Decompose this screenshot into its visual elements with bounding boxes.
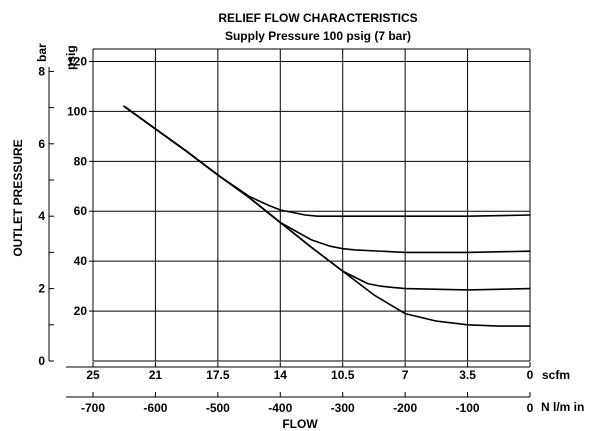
bar-tick-label: 2 xyxy=(38,282,45,296)
series-line-4 xyxy=(123,105,531,327)
series-line-2 xyxy=(123,105,531,254)
x-unit-nlm: N l/m in xyxy=(541,400,584,414)
bar-tick-label: 6 xyxy=(38,137,45,151)
psig-tick-label: 40 xyxy=(74,254,88,268)
x-axis-title: FLOW xyxy=(282,417,318,431)
series-curves xyxy=(123,105,531,327)
nlm-tick-label: -600 xyxy=(143,401,167,415)
scfm-tick-label: 25 xyxy=(86,368,100,382)
nlm-tick-label: -100 xyxy=(456,401,480,415)
scfm-tick-label: 17.5 xyxy=(206,368,230,382)
psig-tick-label: 100 xyxy=(67,104,87,118)
chart-title: RELIEF FLOW CHARACTERISTICS xyxy=(218,11,417,25)
scfm-tick-label: 10.5 xyxy=(331,368,355,382)
nlm-tick-label: -300 xyxy=(331,401,355,415)
tick-labels: 20 40 60 80 100 120 0 2 4 6 8 25 -700 21 -600 17.5 -500 1… xyxy=(38,54,533,415)
scfm-tick-label: 0 xyxy=(527,368,534,382)
scfm-tick-label: 3.5 xyxy=(459,368,476,382)
y-unit-psig: psig xyxy=(64,45,78,70)
nlm-tick-label: -400 xyxy=(268,401,292,415)
nlm-tick-label: -200 xyxy=(393,401,417,415)
psig-tick-label: 80 xyxy=(74,154,88,168)
scfm-tick-label: 14 xyxy=(274,368,288,382)
psig-tick-label: 120 xyxy=(67,54,87,68)
grid xyxy=(93,48,531,362)
nlm-tick-label: 0 xyxy=(527,401,534,415)
nlm-tick-label: -700 xyxy=(81,401,105,415)
psig-tick-label: 20 xyxy=(74,304,88,318)
psig-tick-label: 60 xyxy=(74,204,88,218)
y-unit-bar: bar xyxy=(35,43,49,62)
bar-tick-label: 8 xyxy=(38,64,45,78)
y-axis-title: OUTLET PRESSURE xyxy=(11,139,25,256)
x-unit-scfm: scfm xyxy=(542,368,570,382)
bar-tick-label: 0 xyxy=(38,354,45,368)
scfm-tick-label: 7 xyxy=(402,368,409,382)
series-line-3 xyxy=(123,105,531,291)
axes xyxy=(48,49,531,398)
nlm-tick-label: -500 xyxy=(206,401,230,415)
bar-tick-label: 4 xyxy=(38,209,45,223)
chart-subtitle: Supply Pressure 100 psig (7 bar) xyxy=(225,29,411,43)
scfm-tick-label: 21 xyxy=(149,368,163,382)
